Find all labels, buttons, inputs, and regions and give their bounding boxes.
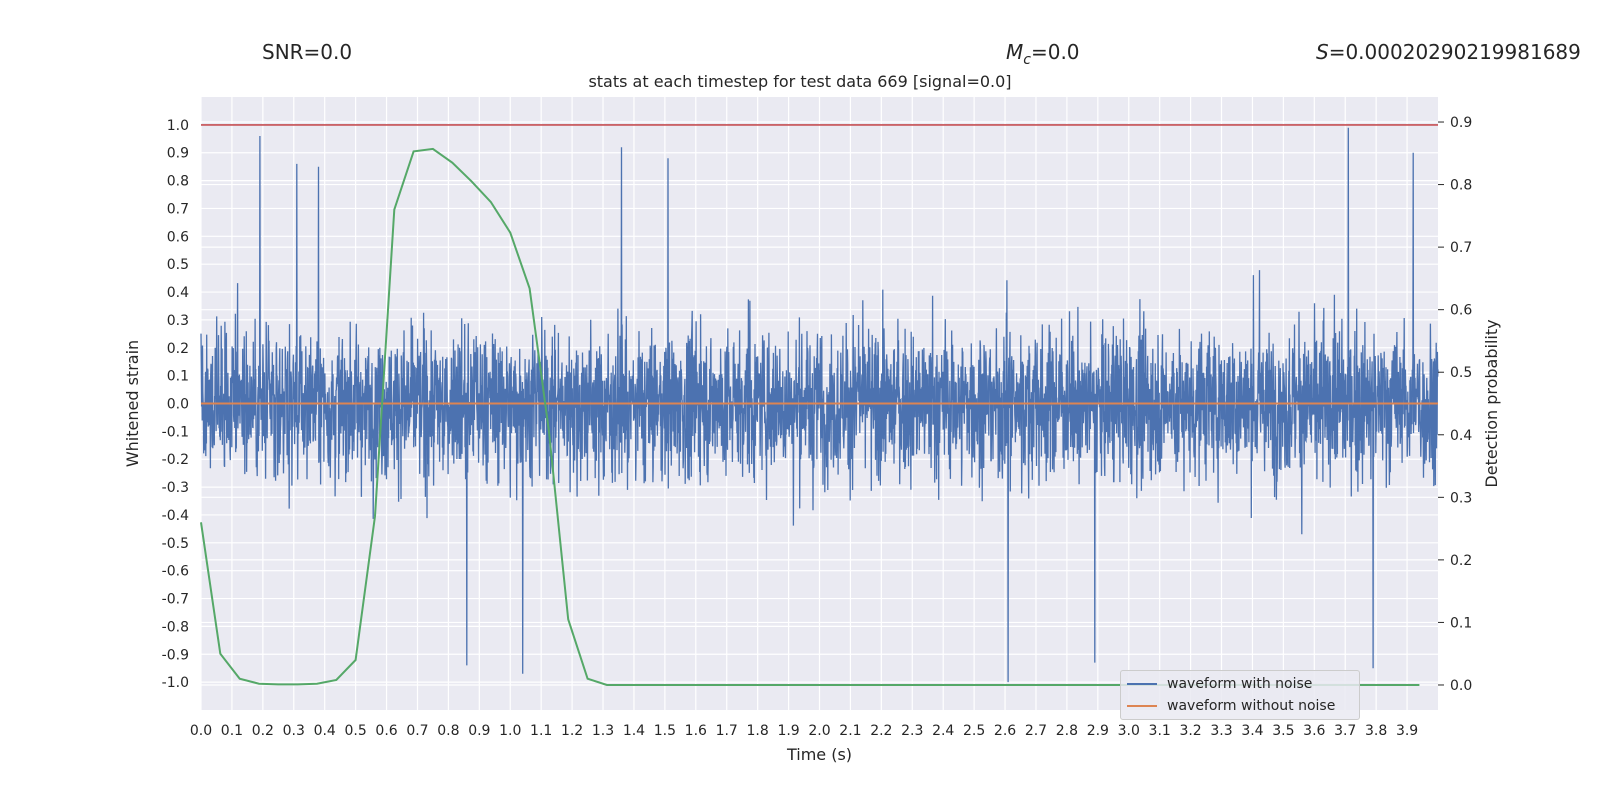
y-tick-label: -0.6: [162, 564, 189, 580]
x-tick-label: 0.2: [252, 723, 274, 739]
x-tick-label: 3.1: [1149, 723, 1171, 739]
y-tick-label: 0.4: [167, 285, 189, 301]
legend-label: waveform with noise: [1167, 676, 1313, 692]
x-tick-label: 1.8: [747, 723, 769, 739]
y2-tick-label: 0.3: [1450, 490, 1472, 506]
x-tick-label: 2.5: [963, 723, 985, 739]
x-tick-label: 0.8: [437, 723, 459, 739]
y-tick-labels: 1.0 0.9 0.8 0.7 0.6 0.5 0.4 0.3 0.2 0.1 0.0 -0.1 -0.…: [162, 118, 189, 691]
x-axis-label: Time (s): [786, 745, 852, 764]
x-tick-label: 3.3: [1210, 723, 1232, 739]
y-tick-label: -0.3: [162, 480, 189, 496]
s-symbol: S: [1316, 40, 1329, 64]
x-tick-label: 2.8: [1056, 723, 1078, 739]
x-tick-label: 3.2: [1179, 723, 1201, 739]
y2-tick-label: 0.2: [1450, 553, 1472, 569]
y2-tick-label: 0.7: [1450, 240, 1472, 256]
x-tick-label: 0.7: [406, 723, 428, 739]
x-tick-label: 2.1: [839, 723, 861, 739]
y2-axis-label: Detection probability: [1482, 319, 1501, 487]
legend-swatch: [1127, 683, 1157, 685]
y-tick-label: 0.1: [167, 369, 189, 385]
x-tick-label: 1.5: [654, 723, 676, 739]
x-tick-label: 2.7: [1025, 723, 1047, 739]
x-tick-label: 3.8: [1365, 723, 1387, 739]
x-tick-label: 1.9: [777, 723, 799, 739]
x-tick-label: 1.1: [530, 723, 552, 739]
snr-text: SNR=0.0: [262, 40, 353, 64]
y-tick-label: -0.4: [162, 508, 189, 524]
x-tick-label: 1.7: [716, 723, 738, 739]
chirp-mass-annotation: Mc=0.0: [1006, 40, 1080, 68]
chirp-mass-value: =0.0: [1030, 40, 1080, 64]
x-tick-label: 0.4: [314, 723, 336, 739]
y-tick-label: -0.1: [162, 424, 189, 440]
series-waveform-with-noise: [200, 127, 1439, 683]
y-tick-label: -0.9: [162, 647, 189, 663]
y-tick-label: -1.0: [162, 675, 189, 691]
series-detection-probability: [200, 147, 1420, 686]
y2-tick-label: 0.6: [1450, 303, 1472, 319]
y-tick-label: 0.5: [167, 257, 189, 273]
x-tick-label: 3.5: [1272, 723, 1294, 739]
y-tick-label: -0.7: [162, 592, 189, 608]
x-tick-label: 3.7: [1334, 723, 1356, 739]
y2-tick-labels: 0.9 0.8 0.7 0.6 0.5 0.4 0.3 0.2 0.1 0.0: [1438, 115, 1472, 694]
x-tick-label: 1.0: [499, 723, 521, 739]
y2-tick-label: 0.5: [1450, 365, 1472, 381]
x-tick-label: 0.9: [468, 723, 490, 739]
x-tick-label: 0.1: [221, 723, 243, 739]
series-lines: [200, 124, 1438, 686]
y-tick-label: 1.0: [167, 118, 189, 134]
y-axis-label: Whitened strain: [123, 340, 142, 467]
y-tick-label: 0.3: [167, 313, 189, 329]
y2-tick-label: 0.8: [1450, 178, 1472, 194]
y-tick-label: 0.2: [167, 341, 189, 357]
y-tick-label: 0.0: [167, 397, 189, 413]
x-tick-label: 3.9: [1396, 723, 1418, 739]
legend-swatch: [1127, 705, 1157, 707]
x-tick-label: 0.5: [344, 723, 366, 739]
s-value: =0.00020290219981689: [1328, 40, 1581, 64]
chirp-mass-symbol: M: [1006, 40, 1024, 64]
x-tick-label: 1.2: [561, 723, 583, 739]
x-tick-label: 2.9: [1087, 723, 1109, 739]
legend: waveform with noise waveform without noi…: [1120, 670, 1360, 720]
y-tick-label: -0.5: [162, 536, 189, 552]
y-tick-label: 0.8: [167, 174, 189, 190]
x-tick-label: 0.0: [190, 723, 212, 739]
legend-item-with-noise: waveform with noise: [1121, 674, 1312, 694]
noise-waveform: [200, 127, 1439, 683]
x-tick-label: 0.6: [375, 723, 397, 739]
snr-annotation: SNR=0.0: [262, 40, 352, 64]
y-tick-label: 0.9: [167, 146, 189, 162]
x-tick-label: 1.4: [623, 723, 645, 739]
legend-label: waveform without noise: [1167, 698, 1336, 714]
x-tick-labels: 0.0 0.1 0.2 0.3 0.4 0.5 0.6 0.7 0.8 0.9 1.0 1.1 1.2 1…: [190, 723, 1418, 739]
x-tick-label: 1.6: [685, 723, 707, 739]
legend-item-without-noise: waveform without noise: [1121, 696, 1335, 716]
x-tick-label: 2.6: [994, 723, 1016, 739]
y2-tick-label: 0.0: [1450, 678, 1472, 694]
y-tick-label: 0.6: [167, 229, 189, 245]
y2-tick-label: 0.4: [1450, 428, 1472, 444]
y-tick-label: 0.7: [167, 201, 189, 217]
x-tick-label: 2.2: [870, 723, 892, 739]
y-tick-label: -0.8: [162, 619, 189, 635]
y-tick-label: -0.2: [162, 452, 189, 468]
y2-tick-label: 0.9: [1450, 115, 1472, 131]
x-tick-label: 0.3: [283, 723, 305, 739]
chart-title: stats at each timestep for test data 669…: [588, 72, 1012, 91]
x-tick-label: 2.0: [808, 723, 830, 739]
y2-tick-label: 0.1: [1450, 615, 1472, 631]
x-tick-label: 3.6: [1303, 723, 1325, 739]
x-tick-label: 2.4: [932, 723, 954, 739]
x-tick-label: 1.3: [592, 723, 614, 739]
s-annotation: S=0.00020290219981689: [1316, 40, 1581, 64]
x-tick-label: 3.4: [1241, 723, 1263, 739]
x-tick-label: 3.0: [1118, 723, 1140, 739]
chirp-mass-subscript: c: [1023, 52, 1031, 68]
x-tick-label: 2.3: [901, 723, 923, 739]
